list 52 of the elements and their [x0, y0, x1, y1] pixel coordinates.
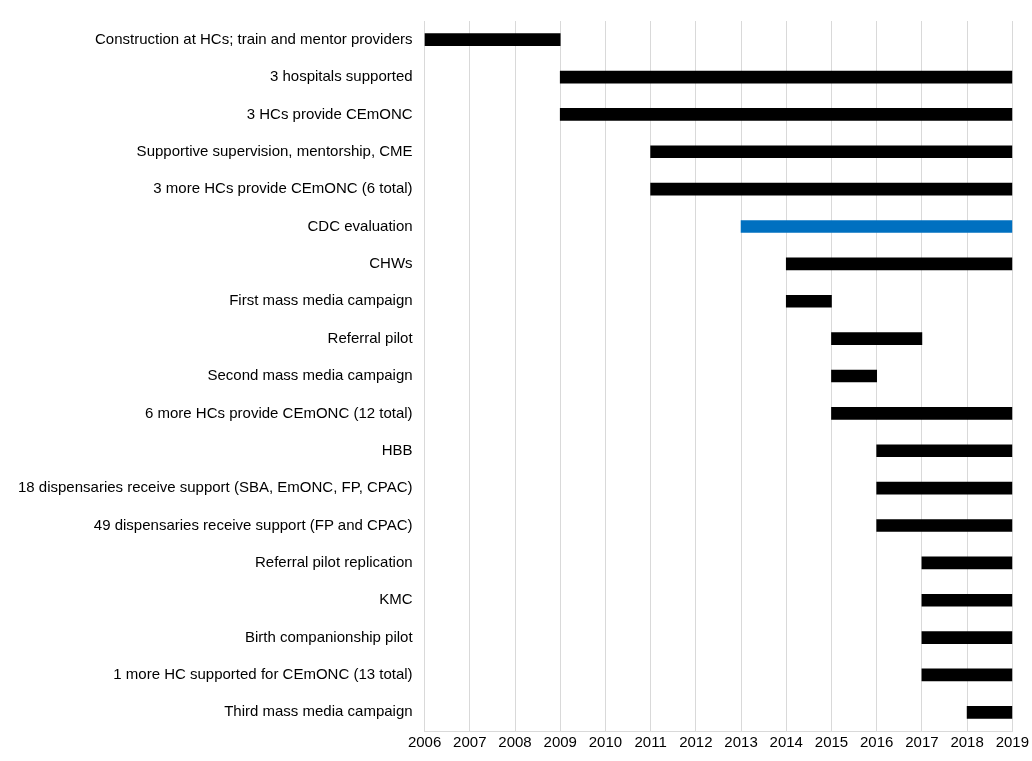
- y-tick-label: 49 dispensaries receive support (FP and CPAC): [93, 515, 413, 533]
- bar: [876, 519, 1013, 532]
- y-tick-label: 3 hospitals supported: [269, 67, 413, 85]
- x-tick-label: 2016: [860, 733, 894, 751]
- y-tick-label: Second mass media campaign: [207, 366, 413, 384]
- bar: [876, 481, 1013, 495]
- y-tick-label: First mass media campaign: [229, 291, 413, 309]
- x-tick-label: 2007: [453, 733, 487, 751]
- bar: [921, 593, 1013, 607]
- y-tick-label: 3 more HCs provide CEmONC (6 total): [153, 179, 413, 197]
- x-tick-label: 2009: [543, 733, 577, 751]
- x-tick-label: 2006: [407, 733, 442, 751]
- bar: [831, 407, 1013, 420]
- y-tick-label: Third mass media campaign: [224, 702, 413, 720]
- y-tick-label: CHWs: [369, 254, 413, 272]
- y-tick-label: CDC evaluation: [307, 216, 413, 234]
- bar: [966, 705, 1013, 719]
- x-tick-label: 2015: [814, 733, 849, 751]
- bar: [831, 332, 923, 345]
- x-tick-label: 2014: [769, 733, 803, 751]
- y-tick-label: Referral pilot replication: [255, 552, 413, 570]
- y-tick-label: 3 HCs provide CEmONC: [246, 104, 413, 122]
- bar: [831, 369, 878, 383]
- bar: [740, 220, 1013, 233]
- y-tick-label: KMC: [379, 590, 413, 608]
- y-tick-label: Birth companionship pilot: [245, 627, 414, 645]
- bar: [559, 108, 1013, 121]
- bar: [921, 631, 1013, 644]
- x-tick-label: 2012: [679, 733, 713, 751]
- x-tick-label: 2008: [498, 733, 532, 751]
- bar: [876, 444, 1013, 458]
- bar: [559, 70, 1013, 84]
- x-tick-label: 2010: [588, 733, 623, 751]
- bar: [921, 556, 1013, 570]
- x-tick-label: 2018: [950, 733, 984, 751]
- x-tick-label: 2013: [724, 733, 758, 751]
- y-tick-label: Referral pilot: [327, 328, 414, 346]
- y-tick-label: HBB: [381, 440, 413, 458]
- bar: [785, 294, 832, 308]
- bar: [650, 182, 1013, 196]
- x-tick-label: 2011: [634, 733, 667, 751]
- bar: [424, 33, 561, 47]
- bar: [921, 668, 1013, 682]
- x-tick-label: 2019: [995, 733, 1029, 751]
- bar: [650, 145, 1013, 159]
- y-tick-label: 1 more HC supported for CEmONC (13 total): [113, 665, 413, 683]
- y-tick-label: 18 dispensaries receive support (SBA, EmONC, FP, CPAC): [18, 478, 413, 496]
- x-tick-label: 2017: [905, 733, 939, 751]
- y-tick-label: Construction at HCs; train and mentor providers: [94, 29, 413, 47]
- y-tick-label: Supportive supervision, mentorship, CME: [136, 141, 413, 159]
- bar: [785, 257, 1013, 271]
- y-tick-label: 6 more HCs provide CEmONC (12 total): [145, 403, 413, 421]
